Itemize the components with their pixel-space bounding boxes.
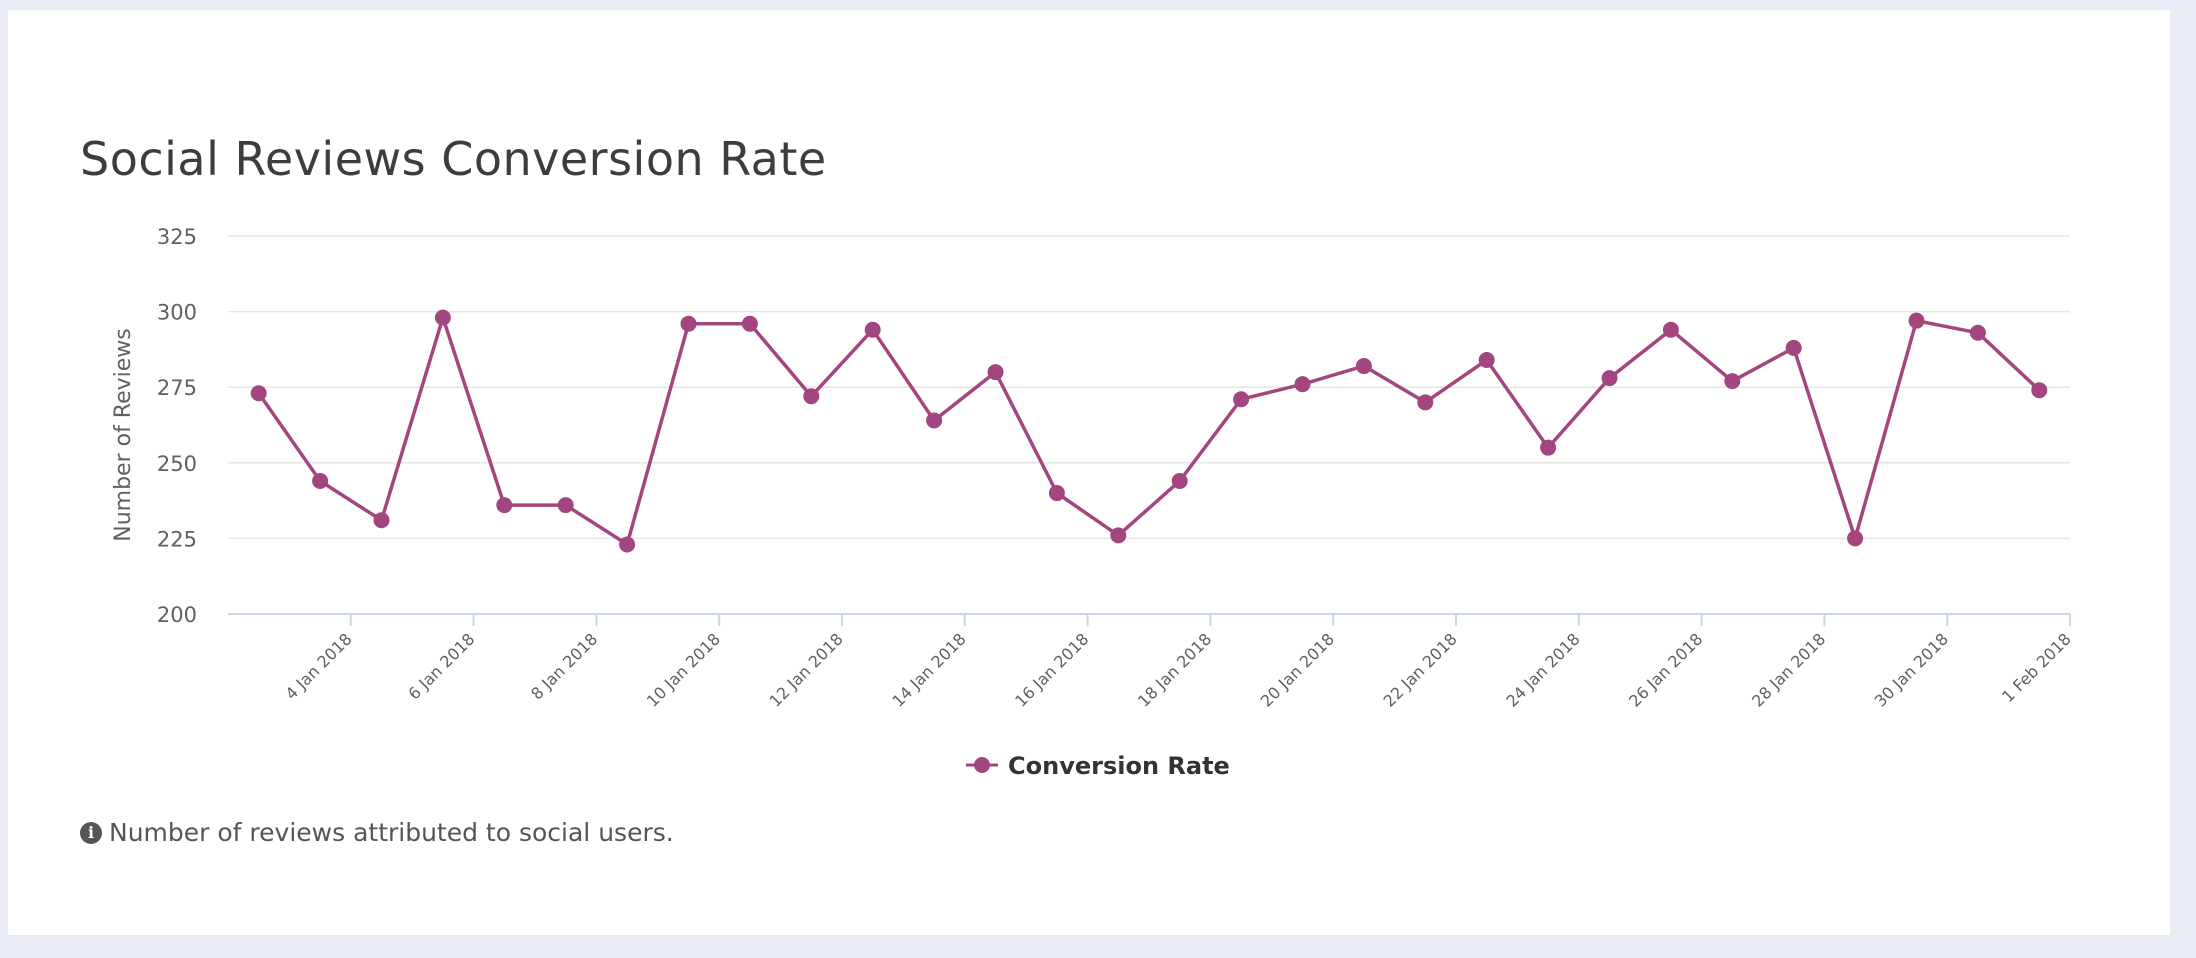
x-tick-label: 12 Jan 2018: [766, 629, 847, 710]
data-point: [1233, 391, 1250, 408]
data-point: [1724, 373, 1741, 390]
footer-note: i Number of reviews attributed to social…: [80, 818, 674, 847]
data-point: [803, 388, 820, 405]
data-point: [1048, 485, 1065, 502]
chart-card: [8, 10, 2170, 935]
x-tick-label: 10 Jan 2018: [643, 629, 724, 710]
x-tick-label: 1 Feb 2018: [1998, 629, 2075, 706]
data-point: [1662, 321, 1679, 338]
x-tick-label: 24 Jan 2018: [1502, 629, 1583, 710]
x-tick-label: 6 Jan 2018: [404, 629, 478, 703]
data-point: [434, 309, 451, 326]
x-tick-label: 16 Jan 2018: [1011, 629, 1092, 710]
x-tick-label: 8 Jan 2018: [527, 629, 601, 703]
x-tick-label: 30 Jan 2018: [1871, 629, 1952, 710]
data-point: [496, 497, 513, 514]
data-point: [619, 536, 636, 553]
data-point: [864, 321, 881, 338]
axes: 200 225 250 275 300 325 4 Jan 2018 6 Jan 2018 8 …: [157, 225, 2075, 711]
y-tick-label: 275: [157, 376, 197, 400]
data-point: [1601, 370, 1618, 387]
x-tick-label: 22 Jan 2018: [1380, 629, 1461, 710]
data-point: [312, 472, 329, 489]
y-tick-label: 250: [157, 452, 197, 476]
y-tick-label: 300: [157, 301, 197, 325]
data-point: [741, 315, 758, 332]
x-tick-label: 28 Jan 2018: [1748, 629, 1829, 710]
data-point: [1355, 358, 1372, 375]
data-point: [1171, 472, 1188, 489]
x-tick-label: 18 Jan 2018: [1134, 629, 1215, 710]
data-point: [373, 512, 390, 529]
legend[interactable]: Conversion Rate: [966, 752, 1230, 780]
data-point: [1110, 527, 1127, 544]
data-point: [1969, 324, 1986, 341]
y-tick-label: 200: [157, 603, 197, 627]
data-point: [557, 497, 574, 514]
footer-text: Number of reviews attributed to social u…: [109, 818, 674, 847]
legend-item-conversion-rate[interactable]: Conversion Rate: [1008, 752, 1230, 780]
data-point: [926, 412, 943, 429]
legend-marker-swatch: [974, 757, 990, 773]
y-tick-label: 225: [157, 527, 197, 551]
data-point: [1785, 339, 1802, 356]
data-point: [1294, 376, 1311, 393]
data-point: [1540, 439, 1557, 456]
x-tick-label: 4 Jan 2018: [282, 629, 356, 703]
x-tick-label: 20 Jan 2018: [1257, 629, 1338, 710]
series-conversion-rate: [250, 309, 2048, 553]
chart-title: Social Reviews Conversion Rate: [80, 132, 827, 186]
y-axis-label: Number of Reviews: [111, 328, 136, 542]
data-point: [250, 385, 267, 402]
info-icon: i: [80, 821, 102, 844]
x-tick-label: 14 Jan 2018: [888, 629, 969, 710]
data-point: [1417, 394, 1434, 411]
series-line: [256, 315, 2042, 547]
data-point: [2031, 382, 2048, 399]
data-point: [1908, 312, 1925, 329]
data-point: [1478, 351, 1495, 368]
y-tick-label: 325: [157, 225, 197, 249]
data-point: [1847, 530, 1864, 547]
grid-lines: [228, 235, 2070, 540]
x-tick-label: 26 Jan 2018: [1625, 629, 1706, 710]
data-point: [680, 315, 697, 332]
data-point: [987, 364, 1004, 381]
